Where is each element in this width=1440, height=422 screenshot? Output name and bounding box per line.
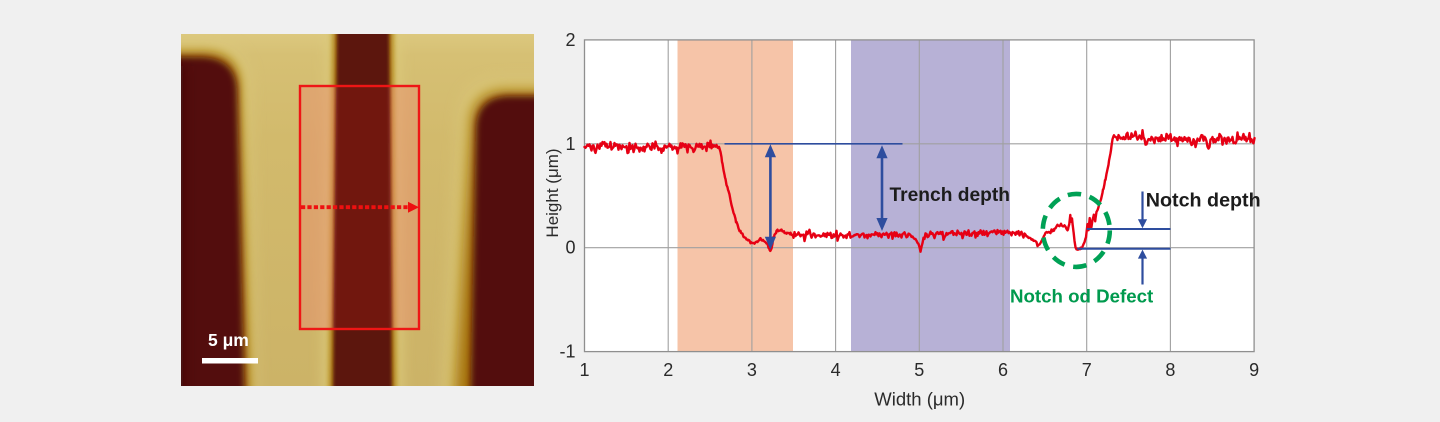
svg-text:2: 2 [663, 360, 673, 380]
svg-text:0: 0 [565, 238, 575, 258]
svg-text:1: 1 [565, 134, 575, 154]
svg-text:Height (μm): Height (μm) [543, 148, 562, 237]
svg-text:Trench depth: Trench depth [890, 185, 1010, 206]
svg-text:8: 8 [1165, 360, 1175, 380]
svg-text:4: 4 [831, 360, 841, 380]
svg-text:7: 7 [1082, 360, 1092, 380]
svg-text:Notch depth: Notch depth [1146, 189, 1261, 211]
svg-text:-1: -1 [559, 342, 575, 362]
svg-text:6: 6 [998, 360, 1008, 380]
svg-text:1: 1 [579, 360, 589, 380]
svg-text:5: 5 [914, 360, 924, 380]
svg-text:2: 2 [565, 30, 575, 50]
svg-text:9: 9 [1249, 360, 1259, 380]
svg-text:5 μm: 5 μm [208, 330, 249, 350]
svg-text:3: 3 [747, 360, 757, 380]
svg-text:Width (μm): Width (μm) [874, 389, 965, 410]
svg-text:Notch od Defect: Notch od Defect [1010, 286, 1153, 307]
